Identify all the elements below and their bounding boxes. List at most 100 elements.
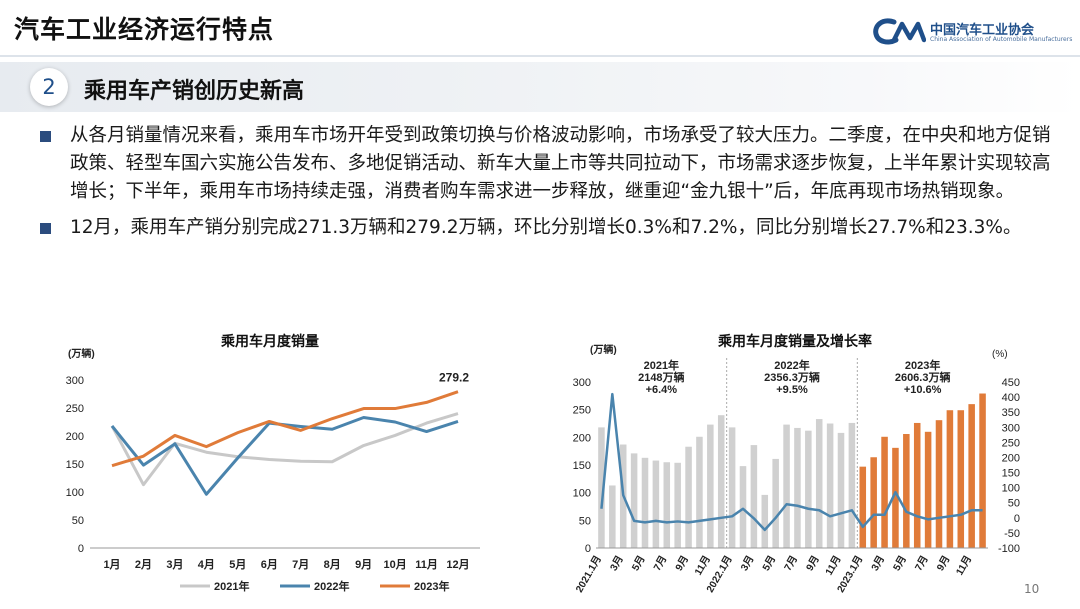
y-tick-label: 200 xyxy=(66,431,84,443)
x-tick-label: 11月 xyxy=(823,554,844,578)
square-bullet-icon xyxy=(40,223,51,234)
x-tick-label: 4月 xyxy=(198,558,215,571)
x-tick-label: 11月 xyxy=(415,558,438,571)
x-tick-label: 2021.1月 xyxy=(573,554,604,595)
y-axis-label-right: (%) xyxy=(992,349,1008,360)
y-tick-label-right: 400 xyxy=(1002,392,1020,404)
sales-bar xyxy=(794,427,801,548)
sales-bar xyxy=(772,458,779,548)
y-tick-label: 300 xyxy=(66,375,84,387)
sales-bar xyxy=(913,422,921,548)
y-tick-label-right: 450 xyxy=(1002,377,1020,389)
y-tick-label-right: 100 xyxy=(1002,483,1020,495)
year-total-label: 2606.3万辆 xyxy=(895,370,951,384)
year-growth-label: +9.5% xyxy=(776,384,808,396)
x-tick-label: 11月 xyxy=(954,554,975,578)
page-number: 10 xyxy=(1024,582,1040,596)
bullet-text: 12月，乘用车产销分别完成271.3万辆和279.2万辆，环比分别增长0.3%和… xyxy=(70,217,1022,238)
sales-bar xyxy=(881,436,888,548)
sales-bar xyxy=(870,457,877,548)
x-tick-label: 3月 xyxy=(869,554,887,573)
x-tick-label: 7月 xyxy=(782,554,800,573)
y-tick-label-right: -100 xyxy=(998,543,1020,555)
x-tick-label: 9月 xyxy=(355,558,372,571)
y-tick-label-right: -50 xyxy=(1004,528,1020,540)
sales-bar xyxy=(663,462,671,548)
y-tick-label-right: 50 xyxy=(1008,498,1020,510)
year-total-label: 2148万辆 xyxy=(638,370,684,384)
series-line-2021年 xyxy=(110,412,459,487)
sales-bar xyxy=(826,423,834,548)
y-tick-label: 250 xyxy=(66,403,84,415)
y-tick-label-left: 300 xyxy=(573,377,591,389)
year-growth-label: +10.6% xyxy=(904,384,942,396)
y-tick-label-left: 50 xyxy=(579,515,591,527)
sales-bar xyxy=(739,466,747,548)
y-tick-label-right: 250 xyxy=(1002,437,1020,449)
year-total-label: 2356.3万辆 xyxy=(764,370,820,384)
section-number: 2 xyxy=(30,68,68,106)
x-tick-label: 9月 xyxy=(804,554,822,573)
sales-bar xyxy=(837,432,845,548)
sales-bar xyxy=(815,419,823,548)
y-tick-label-right: 200 xyxy=(1002,452,1020,464)
sales-bar xyxy=(783,424,790,548)
x-tick-label: 6月 xyxy=(261,558,278,571)
y-tick-label-right: 150 xyxy=(1002,468,1020,480)
y-tick-label: 0 xyxy=(78,543,84,555)
x-tick-label: 9月 xyxy=(934,554,952,573)
sales-bar xyxy=(979,393,986,548)
series-line-2023年 xyxy=(111,390,459,468)
sales-bar xyxy=(805,430,812,548)
section-heading: 2 乘用车产销创历史新高 xyxy=(0,62,1080,112)
y-axis-label: (万辆) xyxy=(68,347,95,360)
y-tick-label-left: 200 xyxy=(573,432,591,444)
sales-bar xyxy=(707,424,714,548)
x-tick-label: 8月 xyxy=(324,558,341,571)
y-tick-label-right: 300 xyxy=(1002,422,1020,434)
year-label: 2023年 xyxy=(905,358,940,372)
legend-label: 2023年 xyxy=(414,579,449,593)
sales-bar xyxy=(630,453,638,548)
chart-title: 乘用车月度销量 xyxy=(220,333,319,349)
y-tick-label-left: 100 xyxy=(573,488,591,500)
x-tick-label: 3月 xyxy=(166,558,183,571)
x-tick-label: 5月 xyxy=(891,554,909,573)
sales-bar xyxy=(609,485,616,548)
sales-bar xyxy=(935,420,943,548)
square-bullet-icon xyxy=(40,131,51,142)
bullet-text: 从各月销量情况来看，乘用车市场开年受到政策切换与价格波动影响，市场承受了较大压力… xyxy=(70,125,1051,202)
sales-bar xyxy=(598,427,605,548)
x-tick-label: 11月 xyxy=(692,554,713,578)
x-tick-label: 5月 xyxy=(629,554,647,573)
sales-bar xyxy=(728,427,736,548)
sales-bar xyxy=(903,434,910,548)
sales-bar xyxy=(685,446,692,548)
y-tick-label-right: 0 xyxy=(1014,513,1020,525)
sales-bar xyxy=(968,404,975,548)
section-title: 乘用车产销创历史新高 xyxy=(84,79,305,104)
y-axis-label-left: (万辆) xyxy=(590,343,617,356)
x-tick-label: 5月 xyxy=(760,554,778,573)
data-label: 279.2 xyxy=(439,371,469,385)
y-tick-label-right: 350 xyxy=(1002,407,1020,419)
y-tick-label: 100 xyxy=(66,487,84,499)
sales-bar xyxy=(946,410,954,548)
sales-bar xyxy=(652,460,660,548)
sales-bar xyxy=(717,415,725,548)
section-band xyxy=(0,62,1080,112)
x-tick-label: 10月 xyxy=(383,558,406,571)
chart-title: 乘用车月度销量及增长率 xyxy=(717,333,872,349)
bullet-list: 从各月销量情况来看，乘用车市场开年受到政策切换与价格波动影响，市场承受了较大压力… xyxy=(36,122,1056,250)
x-tick-label: 2月 xyxy=(135,558,152,571)
x-tick-label: 1月 xyxy=(103,558,120,571)
x-tick-label: 7月 xyxy=(651,554,669,573)
sales-bar xyxy=(957,410,965,548)
page-title: 汽车工业经济运行特点 xyxy=(14,15,275,44)
bullet-item: 12月，乘用车产销分别完成271.3万辆和279.2万辆，环比分别增长0.3%和… xyxy=(36,214,1056,242)
bullet-item: 从各月销量情况来看，乘用车市场开年受到政策切换与价格波动影响，市场承受了较大压力… xyxy=(36,122,1056,206)
monthly-sales-growth-chart: 乘用车月度销量及增长率 (万辆) (%) 0 50 100 150 200 250 300 -100… xyxy=(560,330,1030,605)
sales-bar xyxy=(696,436,703,548)
y-tick-label: 150 xyxy=(66,459,84,471)
growth-rate-line xyxy=(600,392,983,532)
